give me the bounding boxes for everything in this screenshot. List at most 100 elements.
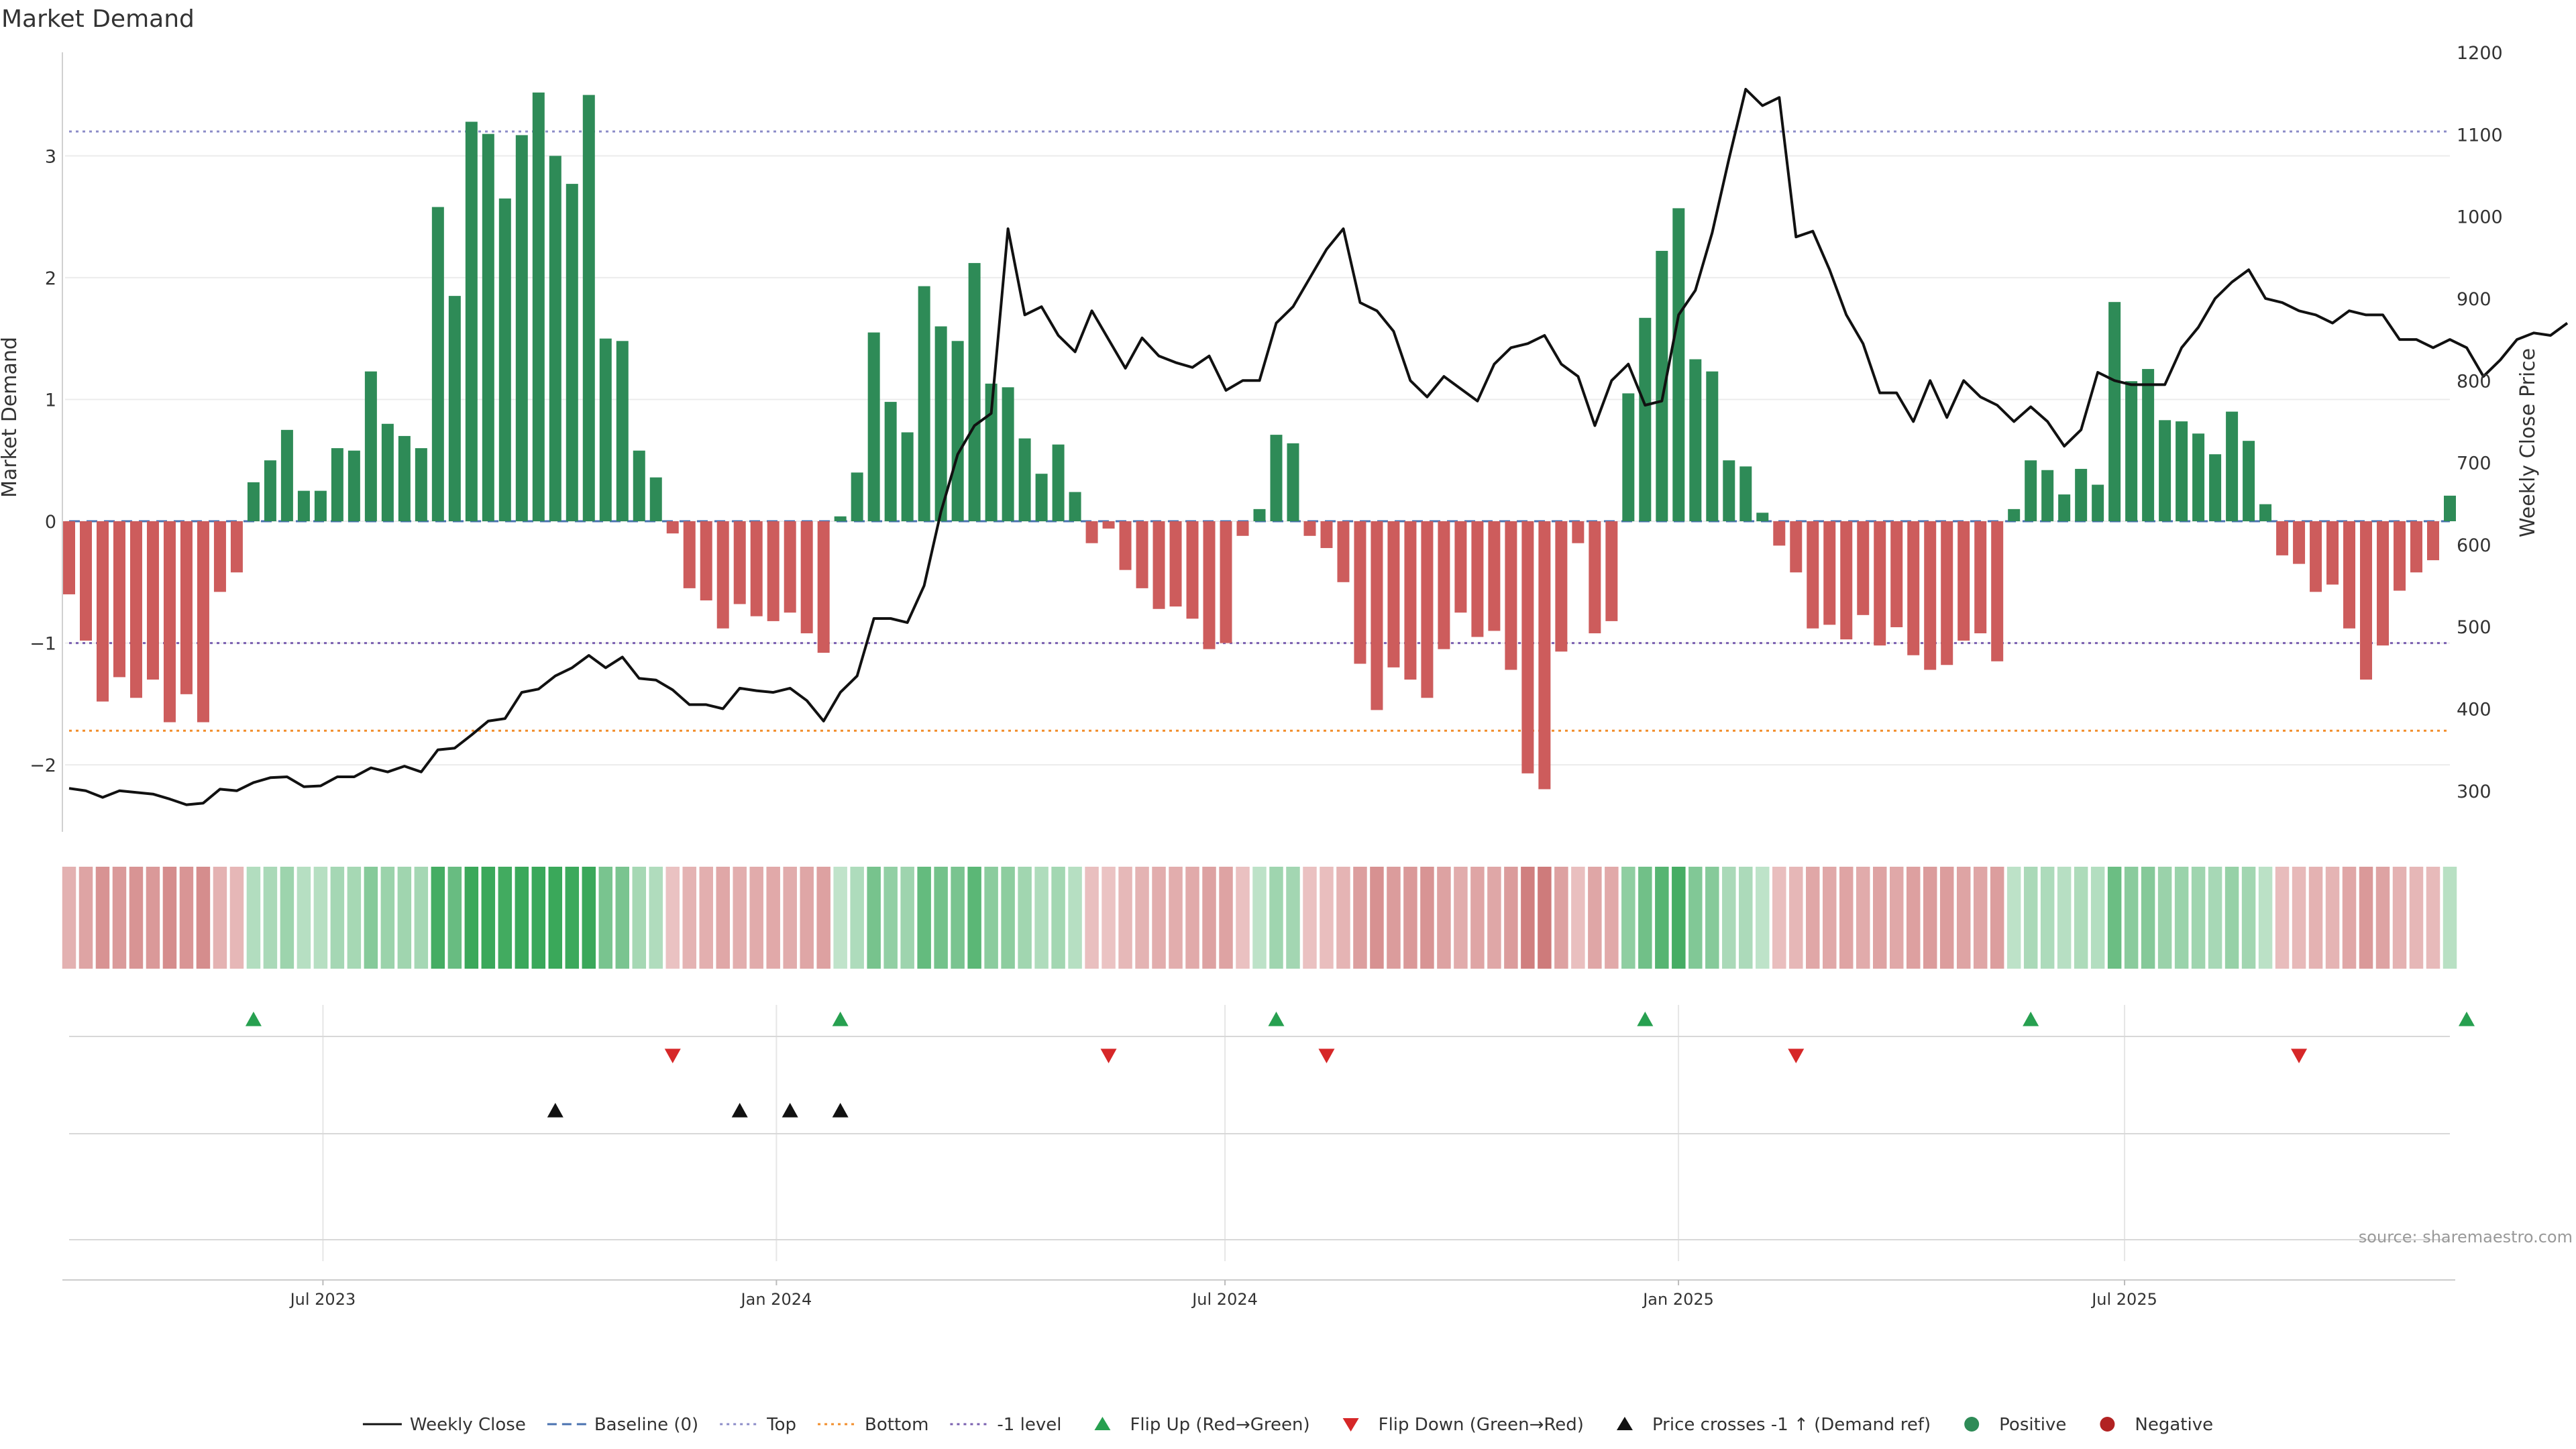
flip-up-marker <box>2458 1012 2475 1026</box>
demand-bar-positive <box>2041 470 2054 522</box>
legend-swatch <box>1964 1417 1980 1432</box>
heat-cell <box>1152 867 1166 969</box>
heat-cell <box>330 867 345 969</box>
demand-bar-negative <box>1505 521 1517 670</box>
demand-bar-negative <box>666 521 679 534</box>
legend-label: Flip Up (Red→Green) <box>1130 1415 1309 1435</box>
demand-bar-positive <box>2176 421 2188 522</box>
heat-cell <box>1102 867 1116 969</box>
heat-cell <box>1756 867 1770 969</box>
demand-bar-negative <box>1589 521 1601 634</box>
demand-bar-positive <box>2444 495 2456 522</box>
demand-bar-negative <box>1974 521 1987 634</box>
heat-cell <box>1521 867 1535 969</box>
heat-cell <box>1085 867 1099 969</box>
demand-bar-negative <box>1303 521 1316 536</box>
heat-cell <box>1320 867 1334 969</box>
flip-down-marker <box>1318 1049 1335 1063</box>
heat-cell <box>447 867 462 969</box>
heat-cell <box>548 867 563 969</box>
heat-cell <box>900 867 914 969</box>
source-note: source: sharemaestro.com <box>2359 1228 2573 1246</box>
legend-swatch <box>2100 1417 2115 1432</box>
demand-bar-positive <box>381 423 394 522</box>
heat-cell <box>1638 867 1652 969</box>
demand-bar-positive <box>951 341 964 522</box>
demand-bar-positive <box>549 156 561 522</box>
heat-cell <box>951 867 965 969</box>
demand-bar-positive <box>331 448 343 522</box>
demand-bar-positive <box>985 383 998 522</box>
heat-cell <box>364 867 378 969</box>
demand-bar-negative <box>163 521 176 722</box>
demand-bar-positive <box>364 371 377 522</box>
heat-cell <box>766 867 780 969</box>
heat-cell <box>1973 867 1988 969</box>
y2-tick-label: 600 <box>2457 535 2491 556</box>
heat-cell <box>1068 867 1082 969</box>
demand-bar-positive <box>851 472 863 522</box>
heat-cell <box>2040 867 2055 969</box>
demand-bar-positive <box>1756 513 1769 522</box>
demand-bar-positive <box>1706 371 1719 522</box>
heat-cell <box>213 867 227 969</box>
demand-bar-negative <box>683 521 696 588</box>
heat-cell <box>632 867 647 969</box>
heat-cell <box>2141 867 2155 969</box>
demand-bar-positive <box>1639 317 1652 522</box>
demand-bar-negative <box>1991 521 2004 661</box>
demand-bar-positive <box>2142 369 2155 522</box>
legend-label: Baseline (0) <box>594 1415 698 1435</box>
heat-cell <box>1286 867 1300 969</box>
y2-tick-label: 700 <box>2457 453 2491 474</box>
demand-bar-negative <box>1823 521 1836 625</box>
flip-down-marker <box>1100 1049 1117 1063</box>
heat-cell <box>615 867 630 969</box>
demand-bar-negative <box>63 521 75 594</box>
demand-bar-positive <box>482 133 494 522</box>
demand-bar-positive <box>566 184 578 522</box>
demand-bar-positive <box>2008 508 2021 522</box>
demand-bar-positive <box>314 490 327 522</box>
heat-cell <box>867 867 881 969</box>
price-series <box>68 88 2569 806</box>
demand-bar-negative <box>2276 521 2289 555</box>
heat-cell <box>1923 867 1937 969</box>
heat-cell <box>2191 867 2206 969</box>
heat-cell <box>2375 867 2390 969</box>
demand-bar-positive <box>498 198 511 522</box>
heat-cell <box>95 867 110 969</box>
flip-up-marker <box>1637 1012 1654 1026</box>
demand-bar-positive <box>901 432 914 522</box>
heat-cell <box>1672 867 1686 969</box>
flip-up-marker <box>2023 1012 2039 1026</box>
flip-down-marker <box>1788 1049 1805 1063</box>
legend: Weekly Close Baseline (0) Top Bottom -1 leve… <box>362 1415 2213 1435</box>
heat-cell <box>414 867 429 969</box>
heat-cell <box>1202 867 1216 969</box>
heat-cell <box>2292 867 2306 969</box>
demand-bar-negative <box>230 521 243 573</box>
heat-cell <box>1571 867 1585 969</box>
demand-bar-negative <box>1186 521 1199 619</box>
heat-cell <box>1219 867 1233 969</box>
heat-cell <box>582 867 596 969</box>
demand-bar-positive <box>884 402 897 522</box>
demand-bar-negative <box>700 521 712 601</box>
heat-cell <box>1739 867 1753 969</box>
heat-cell <box>2342 867 2357 969</box>
heat-cell <box>112 867 127 969</box>
demand-bar-negative <box>1538 521 1551 790</box>
heat-cell <box>1605 867 1619 969</box>
demand-bar-positive <box>1723 460 1735 522</box>
heat-cell <box>816 867 830 969</box>
demand-bar-negative <box>1572 521 1585 543</box>
demand-bar-negative <box>213 521 226 592</box>
demand-bar-positive <box>1035 474 1048 522</box>
demand-bar-negative <box>2377 521 2390 646</box>
demand-bar-negative <box>1203 521 1216 649</box>
weekly-close-line <box>68 88 2569 806</box>
demand-bar-positive <box>968 263 981 522</box>
heat-cell <box>1621 867 1635 969</box>
demand-bar-positive <box>2209 454 2222 522</box>
